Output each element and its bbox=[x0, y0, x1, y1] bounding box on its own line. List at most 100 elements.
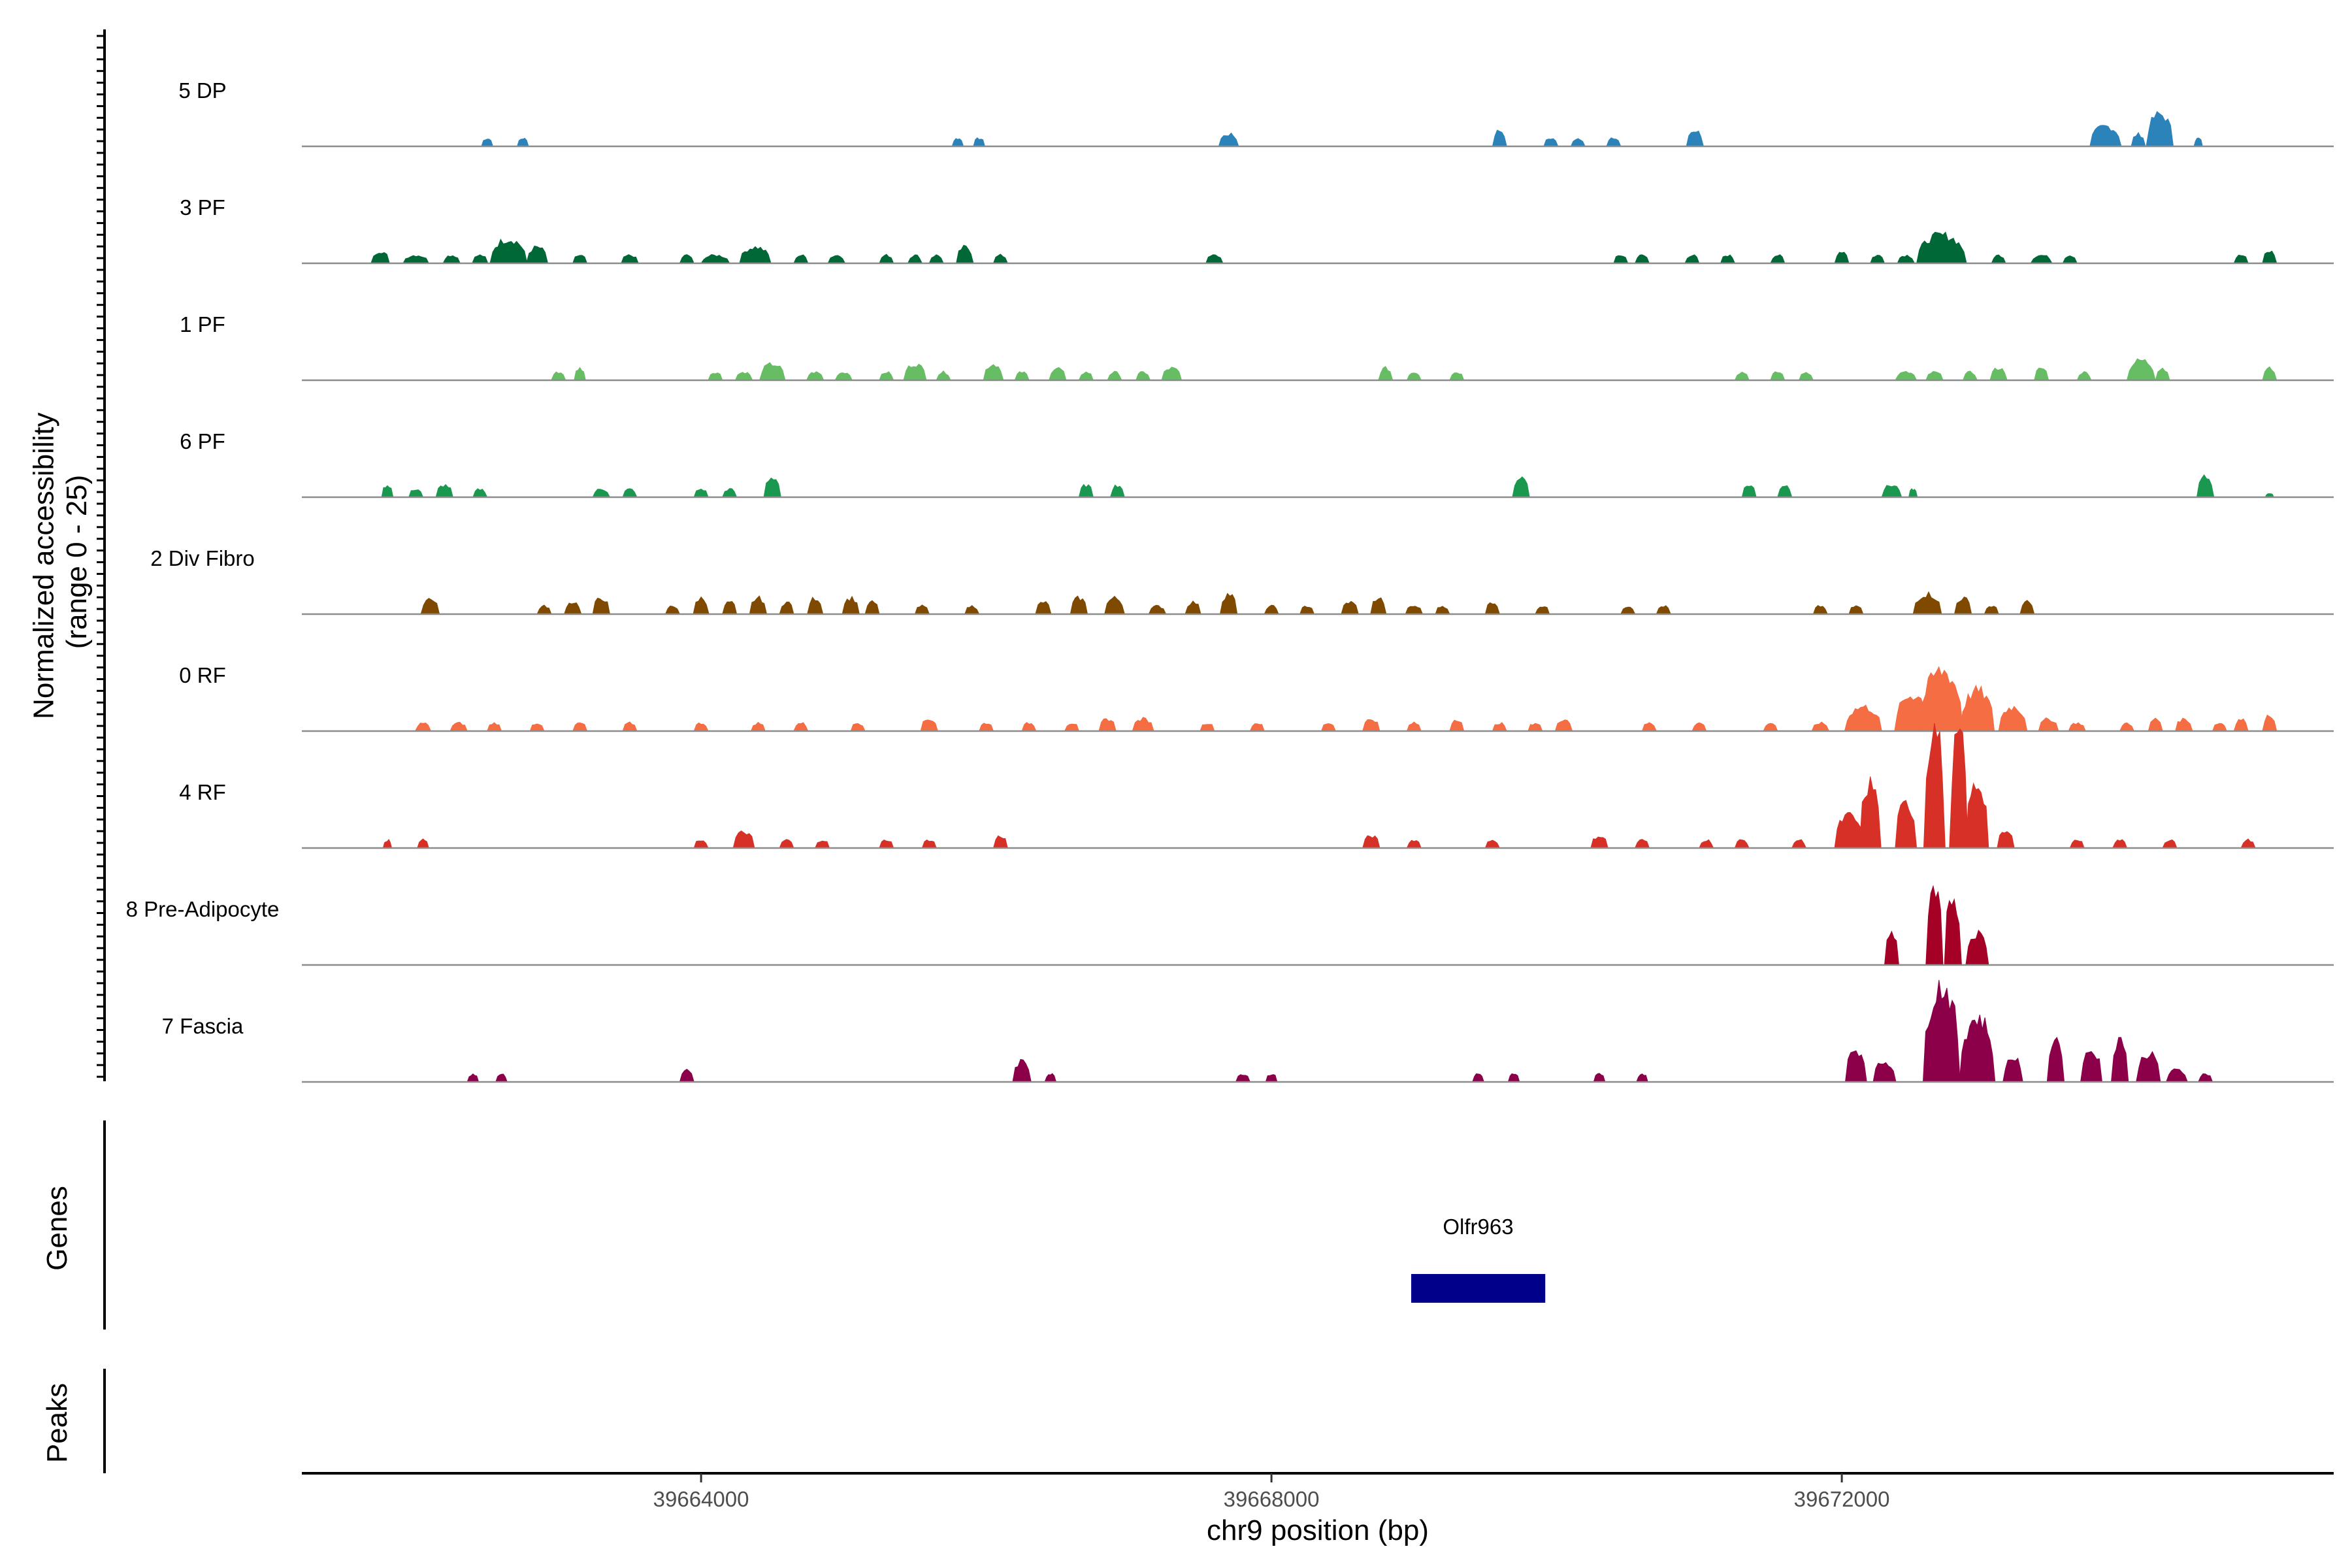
coverage-peak bbox=[1449, 372, 1465, 381]
coverage-peak bbox=[1962, 370, 1978, 381]
coverage-peak bbox=[1200, 724, 1215, 732]
coverage-peak bbox=[489, 238, 528, 264]
coverage-peak bbox=[879, 840, 894, 849]
coverage-peak bbox=[1959, 684, 1995, 732]
coverage-peak bbox=[2262, 250, 2278, 264]
coverage-peak bbox=[1021, 722, 1037, 732]
gene-label: Olfr963 bbox=[1443, 1215, 1513, 1239]
coverage-peak bbox=[1791, 839, 1807, 849]
coverage-peak bbox=[1720, 254, 1736, 264]
coverage-peak bbox=[992, 253, 1009, 264]
coverage-peak bbox=[1593, 1073, 1606, 1083]
coverage-peak bbox=[739, 246, 772, 264]
coverage-peak bbox=[529, 723, 545, 732]
y-axis-title: Normalized accessibility (range 0 - 25) bbox=[27, 404, 93, 719]
coverage-peak bbox=[1135, 371, 1151, 381]
coverage-peak bbox=[1686, 130, 1705, 147]
coverage-peak bbox=[1484, 602, 1500, 615]
coverage-peak bbox=[2019, 600, 2035, 615]
coverage-peak bbox=[563, 602, 582, 615]
coverage-peak bbox=[2034, 367, 2050, 381]
coverage-peak bbox=[1869, 254, 1886, 264]
coverage-peak bbox=[2162, 839, 2178, 849]
coverage-peak bbox=[1098, 718, 1117, 732]
coverage-peak bbox=[1812, 605, 1828, 615]
coverage-peak bbox=[1989, 367, 2008, 381]
coverage-peak bbox=[1512, 476, 1530, 498]
coverage-peak bbox=[1895, 370, 1918, 381]
coverage-peak bbox=[1997, 831, 2015, 849]
coverage-peak bbox=[526, 245, 549, 264]
coverage-peak bbox=[951, 138, 964, 147]
coverage-peak bbox=[2089, 125, 2122, 147]
coverage-peak bbox=[1265, 1074, 1278, 1083]
coverage-peak bbox=[1859, 776, 1882, 849]
coverage-peak bbox=[1219, 593, 1238, 615]
coverage-peak bbox=[903, 363, 927, 381]
coverage-peak bbox=[1848, 605, 1864, 615]
y-axis-ticks bbox=[97, 35, 105, 1078]
coverage-peak bbox=[708, 372, 723, 381]
coverage-peak bbox=[1844, 1050, 1867, 1083]
coverage-peak bbox=[2240, 838, 2256, 849]
genes-panel-title: Genes bbox=[41, 1186, 73, 1271]
coverage-peak bbox=[1895, 800, 1918, 849]
coverage-peak bbox=[763, 477, 781, 498]
coverage-peak bbox=[536, 604, 552, 615]
coverage-peak bbox=[1606, 137, 1622, 147]
coverage-peak bbox=[1484, 840, 1501, 849]
coverage-peak bbox=[621, 254, 639, 264]
coverage-peak bbox=[1641, 722, 1658, 732]
coverage-peak bbox=[928, 254, 944, 264]
coverage-peak bbox=[914, 604, 930, 615]
coverage-peak bbox=[983, 364, 1004, 381]
coverage-peak bbox=[978, 723, 994, 732]
coverage-peak bbox=[750, 721, 766, 732]
coverage-peak bbox=[2046, 1036, 2065, 1083]
coverage-peak bbox=[2233, 718, 2249, 732]
track-label: 6 PF bbox=[180, 429, 225, 453]
coverage-peak bbox=[1064, 723, 1080, 732]
coverage-peak bbox=[1620, 606, 1636, 615]
coverage-peak bbox=[2131, 132, 2146, 147]
coverage-peak bbox=[592, 597, 611, 615]
coverage-peak bbox=[732, 830, 755, 849]
coverage-peak bbox=[481, 139, 494, 147]
coverage-peak bbox=[2262, 366, 2278, 381]
coverage-peak bbox=[1912, 591, 1942, 615]
coverage-peak bbox=[879, 253, 894, 264]
coverage-peak bbox=[1264, 604, 1279, 615]
coverage-peak bbox=[516, 138, 529, 147]
coverage-peak bbox=[1944, 898, 1962, 966]
coverage-peak bbox=[2002, 1057, 2023, 1083]
coverage-peak bbox=[1235, 1074, 1251, 1083]
coverage-peak bbox=[2038, 717, 2059, 732]
coverage-peak bbox=[759, 362, 786, 381]
coverage-peak bbox=[1218, 132, 1239, 147]
coverage-peak bbox=[1991, 254, 2006, 264]
genes-track: Olfr963 bbox=[1411, 1215, 1546, 1303]
coverage-peak bbox=[956, 244, 974, 264]
coverage-peak bbox=[1763, 723, 1778, 732]
coverage-peak bbox=[381, 485, 394, 498]
coverage-peak bbox=[1161, 367, 1183, 381]
coverage-peak bbox=[2112, 839, 2128, 849]
coverage-peak bbox=[1636, 1073, 1648, 1083]
coverage-peak bbox=[1777, 485, 1793, 498]
coverage-peak bbox=[466, 1073, 480, 1083]
coverage-peak bbox=[486, 722, 502, 732]
coverage-peak bbox=[1965, 782, 1989, 849]
coverage-peak bbox=[1984, 606, 1999, 615]
track-label: 2 Div Fibro bbox=[150, 546, 255, 570]
coverage-peak bbox=[1919, 666, 1964, 732]
coverage-peak bbox=[1590, 836, 1609, 849]
coverage-peak bbox=[2119, 722, 2135, 732]
coverage-peak bbox=[1078, 483, 1094, 498]
coverage-peak bbox=[1406, 372, 1422, 381]
coverage-peak bbox=[1362, 835, 1380, 849]
coverage-peak bbox=[472, 254, 489, 264]
coverage-peak bbox=[1044, 1073, 1057, 1083]
coverage-peak bbox=[1435, 606, 1450, 615]
coverage-peak bbox=[1406, 721, 1422, 732]
